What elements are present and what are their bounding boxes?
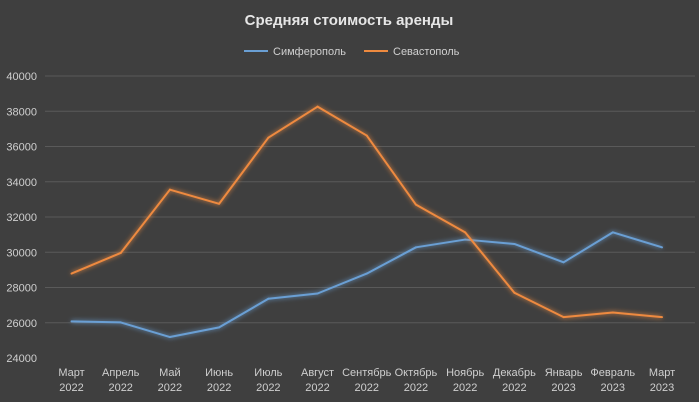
data-point bbox=[562, 316, 565, 319]
x-tick-month: Март bbox=[649, 367, 675, 379]
x-tick-label: Октябрь 2022 bbox=[395, 367, 438, 394]
y-tick-label: 30000 bbox=[6, 247, 37, 259]
gridlines bbox=[45, 75, 695, 324]
data-point bbox=[119, 251, 122, 254]
x-tick-year: 2022 bbox=[404, 382, 428, 394]
data-point bbox=[70, 320, 73, 323]
data-point bbox=[218, 326, 221, 329]
x-tick-month: Сентябрь bbox=[342, 367, 392, 379]
x-tick-month: Август bbox=[301, 367, 334, 379]
data-point bbox=[513, 291, 516, 294]
x-tick-label: Сентябрь 2022 bbox=[342, 367, 392, 394]
x-tick-month: Октябрь bbox=[395, 367, 438, 379]
x-tick-label: Июнь 2022 bbox=[205, 367, 233, 394]
data-point bbox=[168, 188, 171, 191]
data-point bbox=[365, 134, 368, 137]
x-tick-label: Январь 2023 bbox=[545, 367, 583, 394]
x-tick-month: Декабрь bbox=[493, 367, 536, 379]
x-tick-label: Август 2022 bbox=[301, 367, 334, 394]
legend-label: Севастополь bbox=[393, 46, 460, 58]
y-tick-label: 32000 bbox=[6, 212, 37, 224]
x-tick-label: Апрель 2022 bbox=[102, 367, 140, 394]
x-tick-label: Март 2023 bbox=[649, 367, 675, 394]
x-tick-month: Март bbox=[58, 367, 84, 379]
y-tick-label: 28000 bbox=[6, 283, 37, 295]
x-tick-label: Ноябрь 2022 bbox=[446, 367, 484, 394]
x-tick-year: 2023 bbox=[601, 382, 625, 394]
x-axis: Март 2022 Апрель 2022 Май 2022 Июнь 2022 Июль 202… bbox=[58, 367, 675, 394]
data-point bbox=[267, 297, 270, 300]
x-tick-year: 2022 bbox=[158, 382, 182, 394]
data-point bbox=[316, 292, 319, 295]
data-point bbox=[611, 311, 614, 314]
series-lines bbox=[70, 105, 663, 339]
legend: Симферополь Севастополь bbox=[244, 46, 460, 58]
x-tick-year: 2022 bbox=[305, 382, 329, 394]
x-tick-month: Май bbox=[159, 367, 181, 379]
x-tick-label: Июль 2022 bbox=[254, 367, 282, 394]
y-tick-label: 26000 bbox=[6, 318, 37, 330]
data-point bbox=[661, 246, 663, 249]
x-tick-year: 2022 bbox=[453, 382, 477, 394]
x-tick-month: Июнь bbox=[205, 367, 233, 379]
series-line-0 bbox=[71, 231, 663, 339]
data-point bbox=[267, 136, 270, 139]
x-tick-label: Март 2022 bbox=[58, 367, 84, 394]
x-tick-month: Январь bbox=[545, 367, 583, 379]
data-point bbox=[513, 242, 516, 245]
data-point bbox=[70, 272, 73, 275]
data-point bbox=[464, 238, 467, 241]
x-tick-month: Июль bbox=[254, 367, 282, 379]
data-point bbox=[119, 321, 122, 324]
x-tick-year: 2023 bbox=[551, 382, 575, 394]
x-tick-label: Февраль 2023 bbox=[590, 367, 635, 394]
x-tick-month: Ноябрь bbox=[446, 367, 484, 379]
y-axis: 24000 26000 28000 30000 32000 34000 36000 38000… bbox=[6, 71, 37, 365]
x-tick-year: 2022 bbox=[502, 382, 526, 394]
x-tick-month: Апрель bbox=[102, 367, 140, 379]
data-point bbox=[464, 231, 467, 234]
x-tick-year: 2022 bbox=[256, 382, 280, 394]
legend-label: Симферополь bbox=[273, 46, 346, 58]
y-tick-label: 34000 bbox=[6, 177, 37, 189]
data-point bbox=[316, 105, 319, 108]
data-point bbox=[414, 246, 417, 249]
data-point bbox=[661, 316, 663, 319]
x-tick-year: 2023 bbox=[650, 382, 674, 394]
x-tick-month: Февраль bbox=[590, 367, 635, 379]
data-point bbox=[168, 336, 171, 339]
series-line-1 bbox=[71, 105, 663, 319]
x-tick-year: 2022 bbox=[59, 382, 83, 394]
y-tick-label: 40000 bbox=[6, 71, 37, 83]
data-point bbox=[562, 261, 565, 264]
data-point bbox=[365, 272, 368, 275]
x-tick-year: 2022 bbox=[355, 382, 379, 394]
y-tick-label: 36000 bbox=[6, 142, 37, 154]
x-tick-label: Май 2022 bbox=[158, 367, 182, 394]
y-tick-label: 24000 bbox=[6, 353, 37, 365]
chart-title: Средняя стоимость аренды bbox=[245, 12, 454, 29]
x-tick-label: Декабрь 2022 bbox=[493, 367, 536, 394]
data-point bbox=[414, 203, 417, 206]
y-tick-label: 38000 bbox=[6, 106, 37, 118]
x-tick-year: 2022 bbox=[108, 382, 132, 394]
data-point bbox=[611, 231, 614, 234]
x-tick-year: 2022 bbox=[207, 382, 231, 394]
data-point bbox=[218, 202, 221, 205]
